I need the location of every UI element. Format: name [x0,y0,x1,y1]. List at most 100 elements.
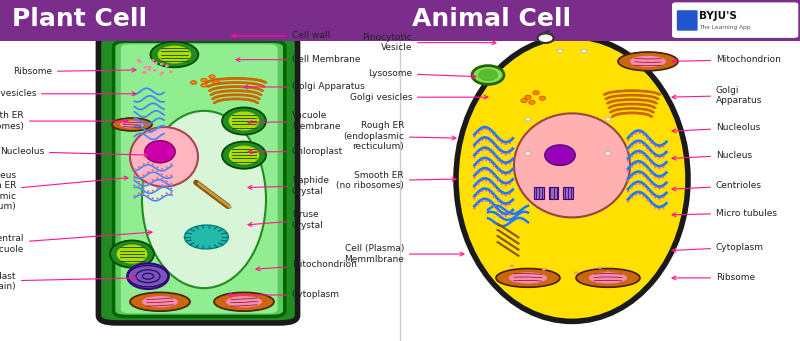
Ellipse shape [493,145,495,147]
Ellipse shape [170,163,173,165]
Ellipse shape [485,128,487,130]
Ellipse shape [156,177,158,179]
Bar [0,0,800,41]
Ellipse shape [481,190,483,192]
Ellipse shape [477,193,479,195]
Ellipse shape [658,198,661,200]
Ellipse shape [627,180,630,182]
Text: Smooth ER
(no ribosomes): Smooth ER (no ribosomes) [336,171,456,190]
Ellipse shape [574,271,578,274]
Ellipse shape [650,162,653,164]
Ellipse shape [493,155,495,157]
Ellipse shape [650,142,653,144]
Ellipse shape [481,180,483,182]
Ellipse shape [654,196,657,198]
Ellipse shape [481,201,483,203]
Ellipse shape [638,173,641,175]
Ellipse shape [130,127,198,187]
Ellipse shape [170,183,173,185]
Ellipse shape [606,271,610,274]
Ellipse shape [493,175,495,177]
Text: Cell Membrane: Cell Membrane [236,55,361,64]
Text: Animal Cell: Animal Cell [412,7,571,31]
Ellipse shape [477,132,479,134]
Ellipse shape [130,292,190,311]
Ellipse shape [662,207,665,209]
Ellipse shape [142,71,146,74]
FancyBboxPatch shape [121,44,278,313]
Ellipse shape [489,140,491,143]
Text: Cytoplasm: Cytoplasm [228,291,340,299]
Ellipse shape [159,73,163,76]
Text: Golgi Apparatus: Golgi Apparatus [244,83,365,91]
Ellipse shape [497,149,499,151]
Ellipse shape [634,194,637,196]
Ellipse shape [638,162,641,164]
Ellipse shape [505,194,507,196]
Ellipse shape [606,118,611,121]
Ellipse shape [472,65,504,84]
Ellipse shape [654,166,657,168]
Ellipse shape [509,193,511,195]
Ellipse shape [147,190,150,192]
Ellipse shape [201,84,207,87]
Ellipse shape [226,296,262,308]
Ellipse shape [497,169,499,171]
Ellipse shape [474,177,475,179]
FancyBboxPatch shape [549,187,558,199]
Text: Chloroplast: Chloroplast [248,147,343,156]
Text: Nucleus
Rough ER
(endoplasmic
recticulum): Nucleus Rough ER (endoplasmic recticulum… [0,171,128,211]
Text: Nucleus: Nucleus [672,151,752,160]
Ellipse shape [545,145,575,165]
Ellipse shape [229,146,259,165]
Ellipse shape [145,140,175,163]
Ellipse shape [505,184,507,186]
Ellipse shape [170,188,173,190]
Ellipse shape [642,164,645,166]
Ellipse shape [485,190,487,192]
Text: Vacuole
Membrane: Vacuole Membrane [248,112,341,131]
Ellipse shape [509,272,547,284]
Ellipse shape [127,263,169,289]
Ellipse shape [654,176,657,178]
Ellipse shape [485,200,487,202]
Ellipse shape [456,37,688,321]
Ellipse shape [142,188,145,190]
Text: Golgi
Apparatus: Golgi Apparatus [672,86,762,105]
Ellipse shape [493,196,495,198]
Ellipse shape [501,193,503,195]
Ellipse shape [147,68,151,71]
Ellipse shape [489,171,491,173]
Ellipse shape [485,149,487,151]
Ellipse shape [606,152,611,155]
Ellipse shape [497,200,499,202]
Ellipse shape [161,173,163,175]
Ellipse shape [662,166,665,168]
Ellipse shape [152,163,154,165]
Ellipse shape [505,164,507,166]
Ellipse shape [509,203,511,205]
Ellipse shape [150,59,154,62]
Ellipse shape [477,162,479,164]
Ellipse shape [627,201,630,203]
Ellipse shape [493,186,495,188]
Ellipse shape [662,155,665,158]
Ellipse shape [654,155,657,158]
Ellipse shape [138,175,140,177]
Ellipse shape [501,203,503,205]
Ellipse shape [493,206,495,208]
Ellipse shape [166,185,168,187]
Ellipse shape [477,142,479,144]
Ellipse shape [509,162,511,164]
Ellipse shape [497,210,499,212]
Ellipse shape [150,42,198,68]
Ellipse shape [501,162,503,164]
Ellipse shape [634,183,637,186]
Ellipse shape [526,118,531,121]
FancyBboxPatch shape [98,35,298,323]
Ellipse shape [493,165,495,167]
Ellipse shape [489,202,491,204]
Ellipse shape [161,195,163,197]
Ellipse shape [539,96,546,100]
Ellipse shape [489,151,491,153]
